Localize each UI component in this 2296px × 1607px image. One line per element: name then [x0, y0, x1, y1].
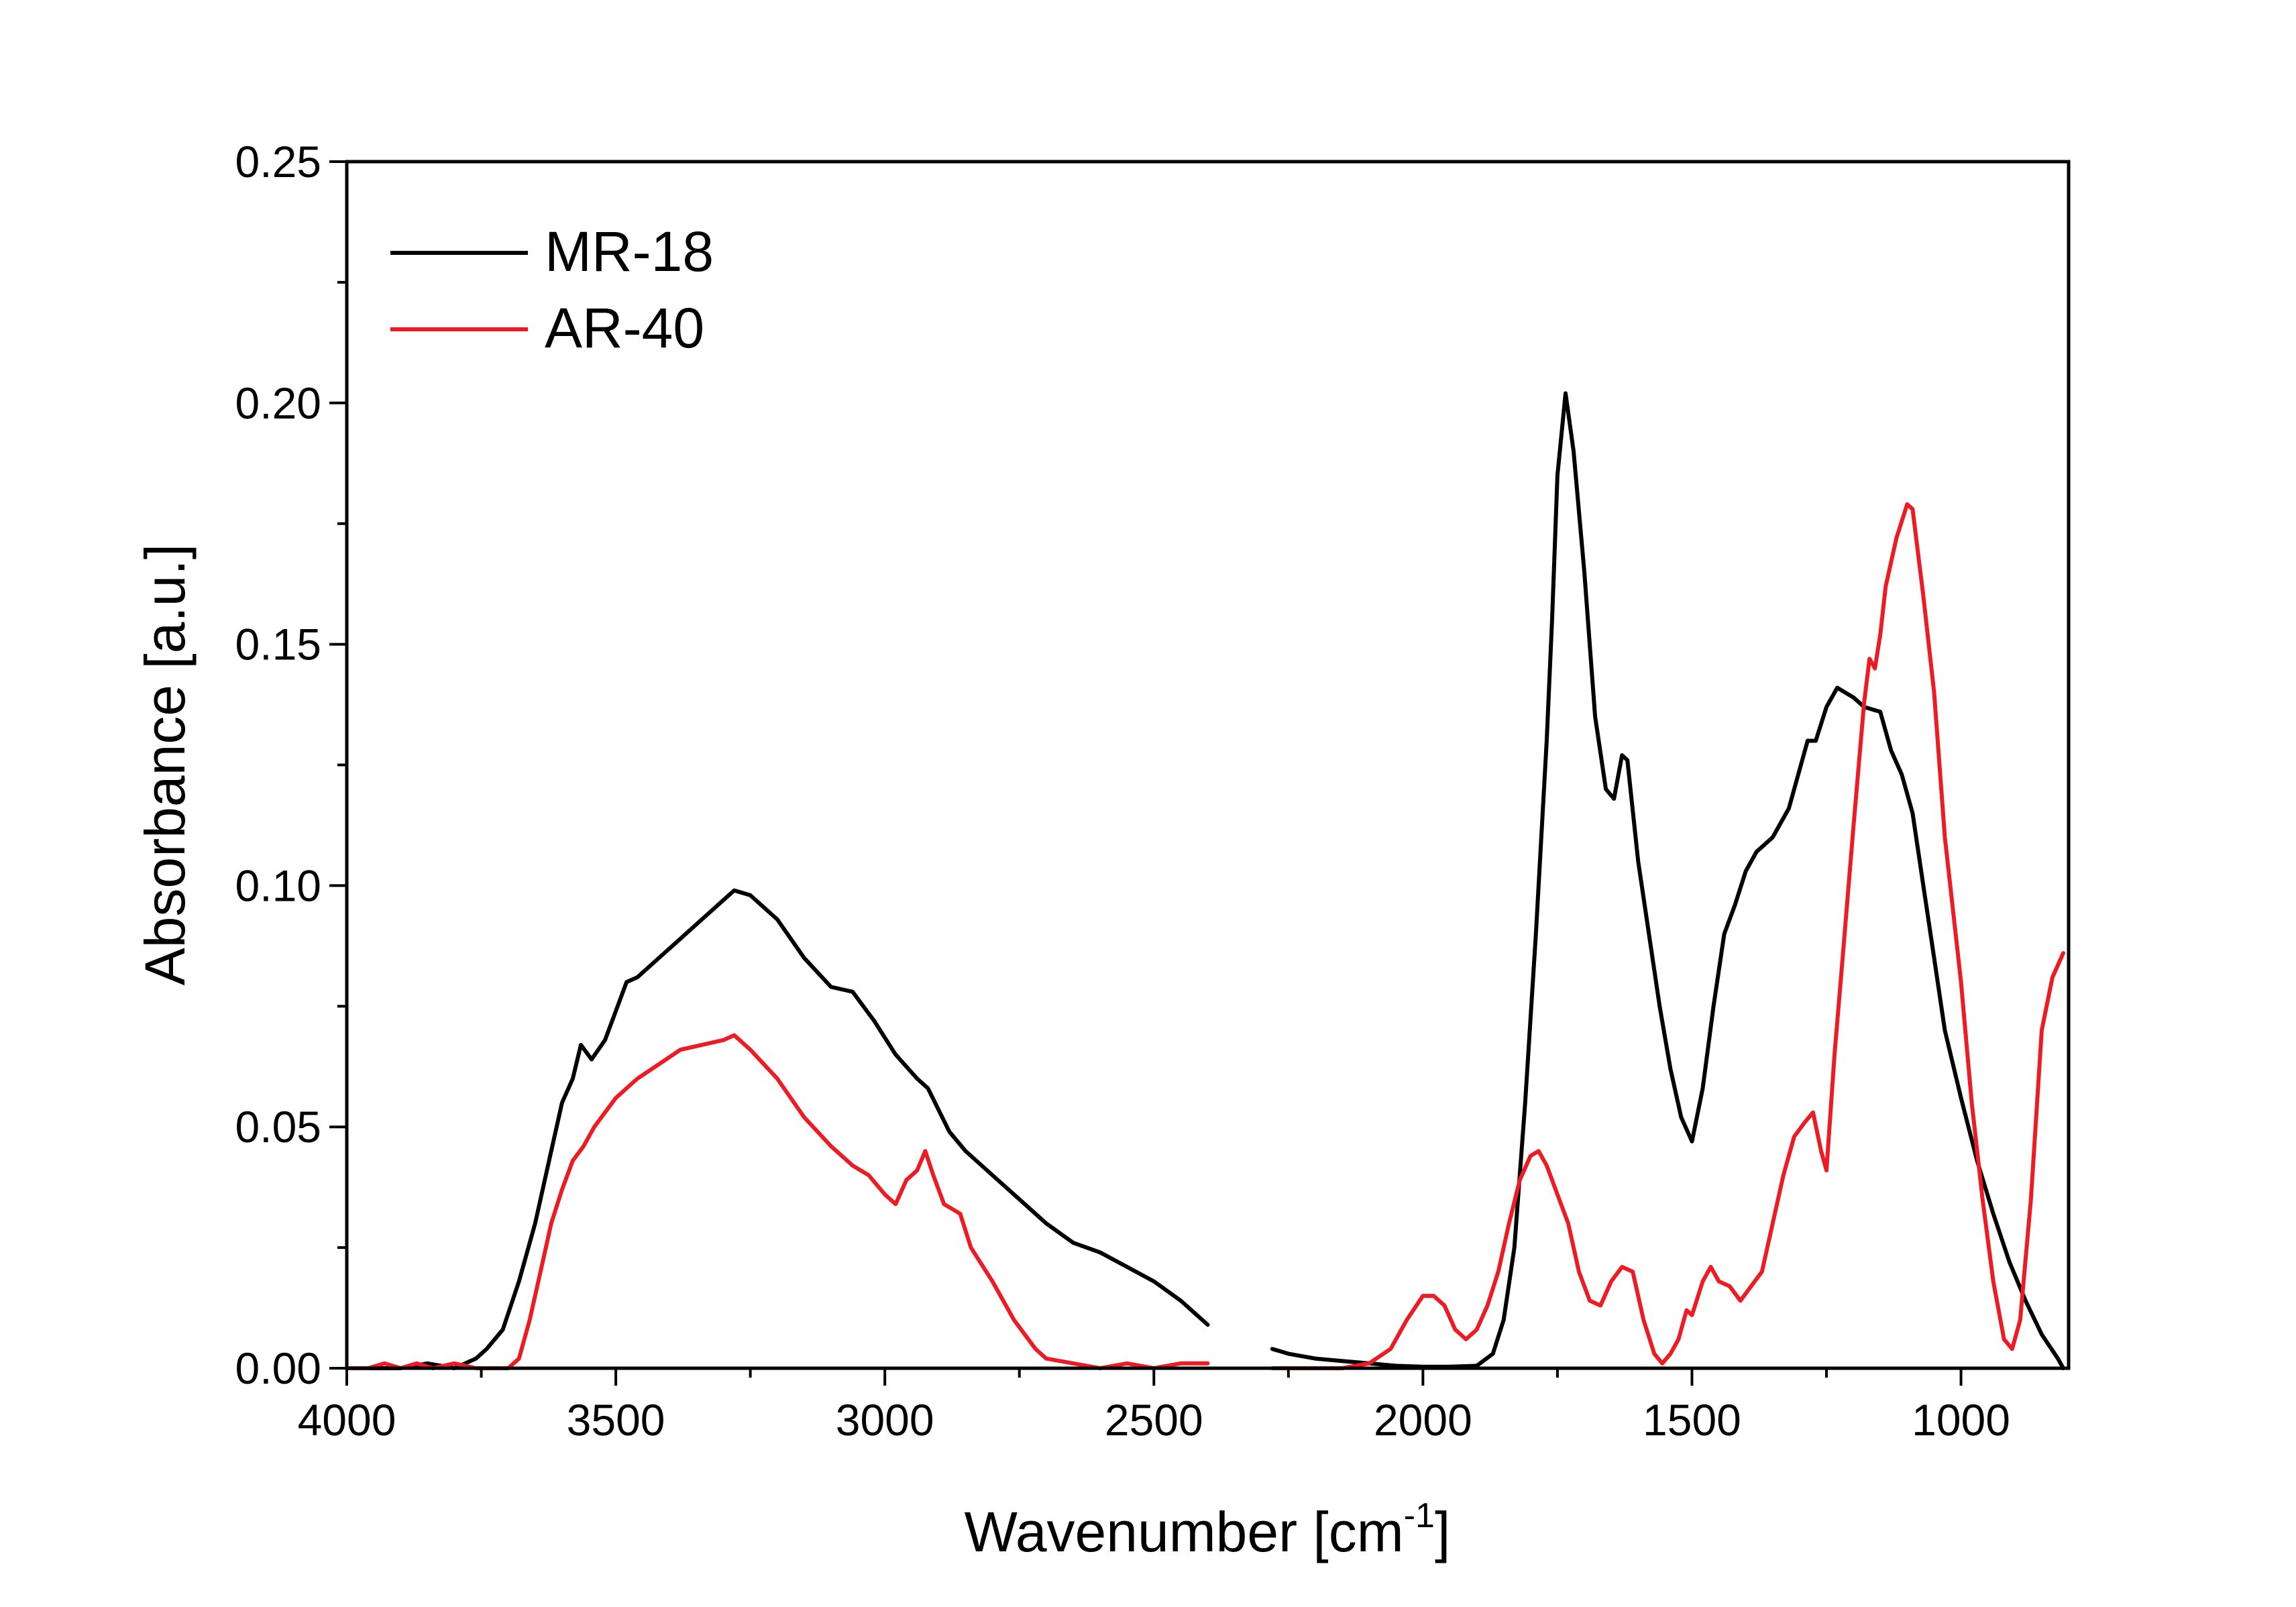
legend: MR-18 AR-40: [390, 220, 714, 359]
ticks-layer: 4000 3500 3000 2500 2000 1500 1000 0.00 0.05 0.10…: [235, 137, 2010, 1445]
x-axis-title-main: Wavenumber [cm: [965, 1500, 1404, 1563]
y-tick-label: 0.10: [235, 861, 321, 910]
legend-label-ar-40: AR-40: [545, 296, 704, 359]
y-tick-label: 0.25: [235, 137, 321, 186]
x-tick-label: 2000: [1374, 1395, 1472, 1445]
x-tick-label: 1000: [1912, 1395, 2010, 1445]
y-tick-label: 0.05: [235, 1102, 321, 1152]
x-tick-label: 3000: [836, 1395, 934, 1445]
series-line-mr-18-segment-2: [1270, 391, 2065, 1370]
y-axis-title: Absorbance [a.u.]: [133, 544, 197, 985]
y-tick-label: 0.00: [235, 1343, 321, 1393]
x-axis-title-end: ]: [1435, 1500, 1450, 1563]
x-tick-label: 2500: [1105, 1395, 1203, 1445]
x-tick-label: 1500: [1643, 1395, 1741, 1445]
series-line-ar-40-segment-2: [1270, 502, 2065, 1370]
x-tick-label: 4000: [298, 1395, 396, 1445]
legend-label-mr-18: MR-18: [545, 220, 714, 283]
x-axis-title-superscript: -1: [1404, 1496, 1435, 1535]
series-line-mr-18-segment-1: [345, 888, 1210, 1370]
x-tick-label: 3500: [567, 1395, 665, 1445]
x-axis-title: Wavenumber [cm-1]: [965, 1496, 1451, 1563]
y-tick-label: 0.15: [235, 620, 321, 669]
y-tick-label: 0.20: [235, 378, 321, 428]
